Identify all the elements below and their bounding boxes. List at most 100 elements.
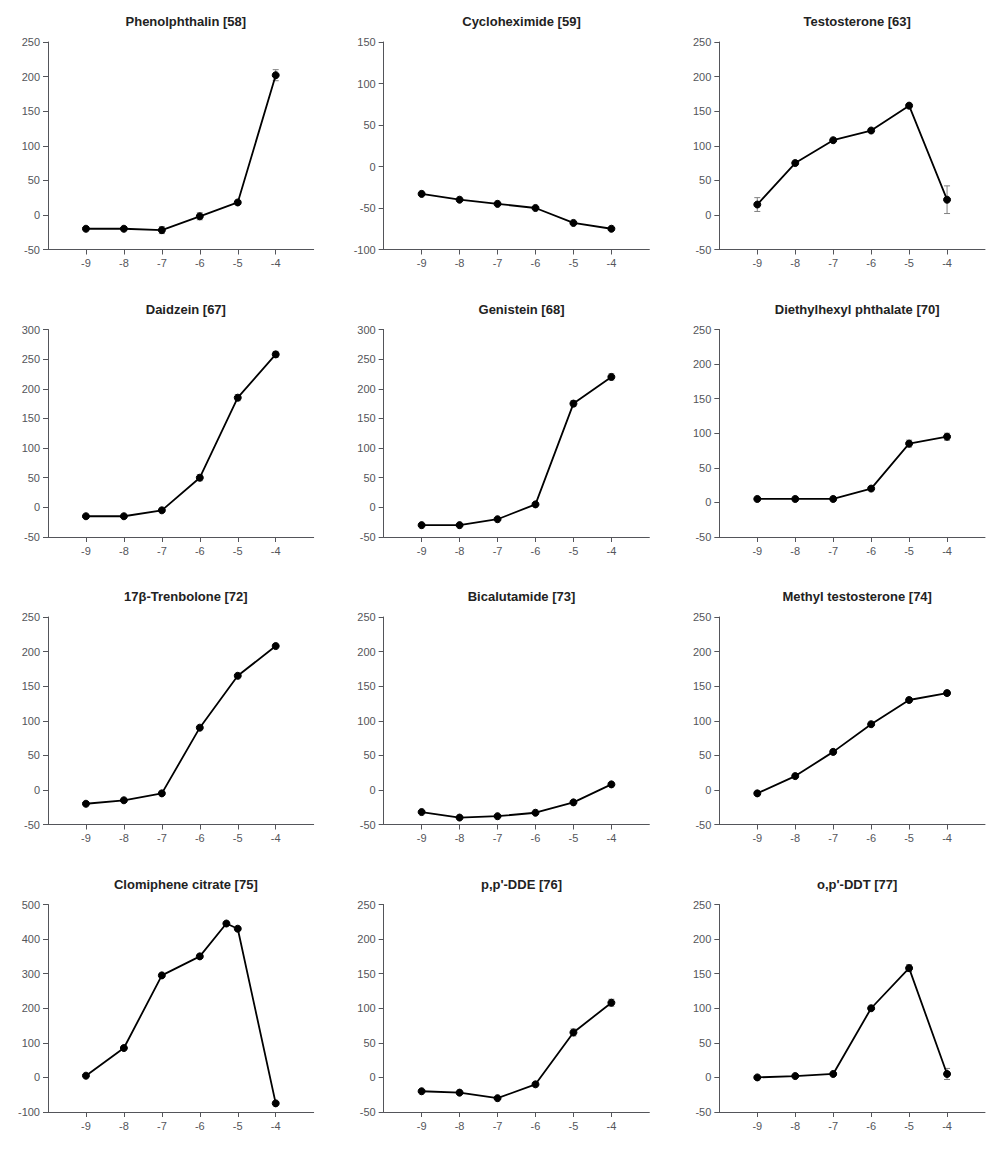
- svg-text:0: 0: [34, 209, 40, 221]
- svg-text:250: 250: [357, 899, 375, 911]
- svg-text:250: 250: [357, 353, 375, 365]
- svg-text:250: 250: [22, 36, 40, 48]
- svg-text:-6: -6: [866, 1120, 876, 1132]
- svg-text:-8: -8: [119, 257, 129, 269]
- svg-text:-5: -5: [904, 257, 914, 269]
- svg-text:150: 150: [22, 680, 40, 692]
- svg-text:-6: -6: [866, 257, 876, 269]
- svg-text:50: 50: [363, 119, 375, 131]
- svg-text:-7: -7: [493, 545, 503, 557]
- svg-text:-50: -50: [695, 1106, 711, 1118]
- svg-text:Genistein [68]: Genistein [68]: [479, 302, 565, 317]
- svg-text:-8: -8: [790, 545, 800, 557]
- svg-text:-8: -8: [119, 832, 129, 844]
- svg-text:200: 200: [22, 71, 40, 83]
- svg-text:-6: -6: [195, 545, 205, 557]
- svg-text:-8: -8: [455, 1120, 465, 1132]
- svg-text:100: 100: [22, 1037, 40, 1049]
- svg-text:-7: -7: [157, 832, 167, 844]
- svg-text:-6: -6: [195, 257, 205, 269]
- svg-text:0: 0: [34, 501, 40, 513]
- svg-text:50: 50: [363, 1037, 375, 1049]
- svg-text:-9: -9: [81, 832, 91, 844]
- svg-text:-50: -50: [24, 244, 40, 256]
- svg-text:-50: -50: [360, 531, 376, 543]
- svg-text:-9: -9: [417, 545, 427, 557]
- svg-text:0: 0: [370, 1071, 376, 1083]
- svg-text:-100: -100: [18, 1106, 40, 1118]
- svg-text:100: 100: [693, 715, 711, 727]
- svg-text:-50: -50: [360, 202, 376, 214]
- svg-text:250: 250: [693, 611, 711, 623]
- svg-text:100: 100: [22, 442, 40, 454]
- svg-text:-6: -6: [866, 832, 876, 844]
- svg-text:200: 200: [357, 646, 375, 658]
- svg-text:150: 150: [22, 412, 40, 424]
- svg-text:200: 200: [693, 358, 711, 370]
- svg-text:o,p'-DDT [77]: o,p'-DDT [77]: [817, 877, 897, 892]
- svg-text:200: 200: [357, 383, 375, 395]
- svg-text:200: 200: [693, 646, 711, 658]
- svg-text:50: 50: [363, 749, 375, 761]
- svg-text:-9: -9: [81, 545, 91, 557]
- svg-text:150: 150: [693, 680, 711, 692]
- svg-text:-5: -5: [233, 545, 243, 557]
- svg-text:100: 100: [693, 140, 711, 152]
- svg-text:-50: -50: [24, 531, 40, 543]
- svg-text:Phenolphthalin [58]: Phenolphthalin [58]: [126, 14, 247, 29]
- svg-text:p,p'-DDE [76]: p,p'-DDE [76]: [481, 877, 562, 892]
- svg-text:-9: -9: [81, 257, 91, 269]
- svg-text:0: 0: [370, 784, 376, 796]
- svg-text:Clomiphene citrate [75]: Clomiphene citrate [75]: [114, 877, 258, 892]
- svg-text:250: 250: [693, 36, 711, 48]
- svg-text:-7: -7: [828, 832, 838, 844]
- svg-text:50: 50: [28, 174, 40, 186]
- svg-text:200: 200: [22, 646, 40, 658]
- svg-text:-9: -9: [752, 832, 762, 844]
- svg-text:-6: -6: [531, 545, 541, 557]
- svg-text:-4: -4: [942, 545, 952, 557]
- svg-text:200: 200: [22, 383, 40, 395]
- svg-text:150: 150: [693, 393, 711, 405]
- svg-text:-8: -8: [455, 545, 465, 557]
- svg-text:400: 400: [22, 933, 40, 945]
- svg-text:-8: -8: [455, 257, 465, 269]
- svg-text:250: 250: [22, 611, 40, 623]
- svg-text:150: 150: [357, 968, 375, 980]
- svg-text:-7: -7: [157, 257, 167, 269]
- svg-text:-50: -50: [695, 244, 711, 256]
- svg-text:-6: -6: [866, 545, 876, 557]
- svg-text:500: 500: [22, 899, 40, 911]
- svg-text:200: 200: [357, 933, 375, 945]
- svg-text:-8: -8: [119, 1120, 129, 1132]
- svg-text:-5: -5: [233, 257, 243, 269]
- svg-text:300: 300: [357, 324, 375, 336]
- svg-text:-50: -50: [24, 819, 40, 831]
- svg-text:0: 0: [370, 161, 376, 173]
- svg-text:100: 100: [22, 140, 40, 152]
- svg-text:0: 0: [705, 209, 711, 221]
- svg-text:-9: -9: [417, 832, 427, 844]
- svg-text:300: 300: [22, 324, 40, 336]
- svg-text:-8: -8: [119, 545, 129, 557]
- svg-text:-4: -4: [271, 832, 281, 844]
- svg-text:-6: -6: [195, 1120, 205, 1132]
- svg-text:-7: -7: [157, 1120, 167, 1132]
- svg-text:150: 150: [693, 968, 711, 980]
- svg-text:-5: -5: [904, 832, 914, 844]
- svg-text:-5: -5: [569, 545, 579, 557]
- svg-text:-5: -5: [233, 832, 243, 844]
- svg-text:-7: -7: [493, 257, 503, 269]
- svg-text:Daidzein [67]: Daidzein [67]: [146, 302, 226, 317]
- svg-text:-5: -5: [569, 1120, 579, 1132]
- svg-text:250: 250: [693, 324, 711, 336]
- svg-text:Testosterone [63]: Testosterone [63]: [803, 14, 910, 29]
- svg-text:300: 300: [22, 968, 40, 980]
- svg-text:Cycloheximide [59]: Cycloheximide [59]: [462, 14, 581, 29]
- svg-text:-7: -7: [828, 545, 838, 557]
- svg-text:Diethylhexyl phthalate [70]: Diethylhexyl phthalate [70]: [775, 302, 940, 317]
- svg-text:-4: -4: [606, 545, 616, 557]
- svg-text:-4: -4: [271, 257, 281, 269]
- svg-text:-6: -6: [195, 832, 205, 844]
- svg-text:250: 250: [693, 899, 711, 911]
